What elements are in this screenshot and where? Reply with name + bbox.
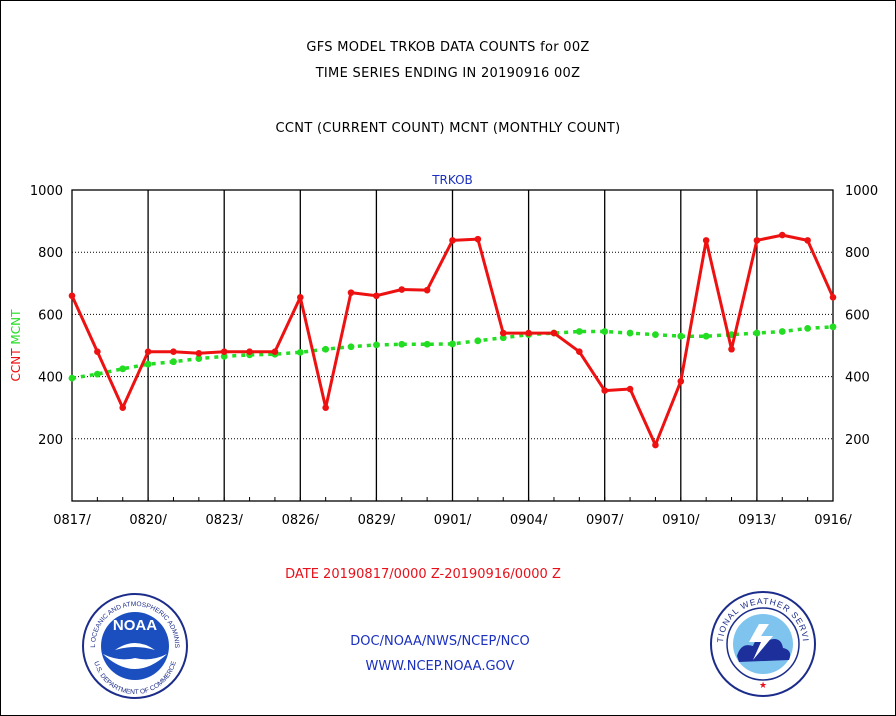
data-point-ccnt xyxy=(449,237,456,244)
chart-title: TRKOB xyxy=(431,173,473,187)
y-tick-label-right: 400 xyxy=(845,371,870,386)
axis-layer xyxy=(71,189,834,502)
data-point-mcnt xyxy=(68,374,76,382)
data-point-ccnt xyxy=(373,292,380,300)
data-point-mcnt xyxy=(144,360,152,368)
data-point-mcnt xyxy=(499,334,507,342)
data-point-ccnt xyxy=(68,292,76,300)
data-point-mcnt xyxy=(373,341,380,349)
label-layer: 200 200 400 400 600 600 800 800 1000 1000 0817/082… xyxy=(9,173,878,528)
data-point-ccnt xyxy=(94,348,101,356)
data-point-ccnt xyxy=(347,289,355,296)
y-tick-label-left: 200 xyxy=(38,433,63,448)
date-range-label: DATE 20190817/0000 Z-20190916/0000 Z xyxy=(285,567,561,582)
data-point-ccnt xyxy=(170,348,177,356)
y-tick-label-left: 800 xyxy=(38,246,63,261)
data-point-ccnt xyxy=(474,235,482,243)
noaa-inner-text: NOAA xyxy=(113,617,157,634)
data-point-mcnt xyxy=(804,324,812,332)
data-point-ccnt xyxy=(297,293,304,301)
data-point-ccnt xyxy=(144,348,152,356)
x-tick-label: 0901/ xyxy=(434,513,472,528)
data-point-ccnt xyxy=(499,329,507,337)
x-tick-label: 0916/ xyxy=(814,513,852,528)
header-legend-line: CCNT (CURRENT COUNT) MCNT (MONTHLY COUNT… xyxy=(275,121,621,136)
data-point-mcnt xyxy=(829,323,837,331)
x-tick-label: 0910/ xyxy=(662,513,700,528)
header-title-line2: TIME SERIES ENDING IN 20190916 00Z xyxy=(315,66,581,81)
nws-star-icon: ★ xyxy=(759,681,767,691)
x-tick-label: 0829/ xyxy=(358,513,396,528)
data-point-mcnt xyxy=(93,370,101,378)
data-point-mcnt xyxy=(398,340,406,348)
data-point-ccnt xyxy=(246,348,253,356)
data-point-mcnt xyxy=(702,332,710,340)
data-point-mcnt xyxy=(652,331,659,339)
data-point-mcnt xyxy=(322,345,330,353)
y-axis-label-ccnt: CCNT xyxy=(9,348,23,382)
data-point-ccnt xyxy=(525,329,532,337)
noaa-logo: NOAA NATIONAL OCEANIC AND ATMOSPHERIC AD… xyxy=(81,592,188,699)
data-point-ccnt xyxy=(271,348,279,356)
y-axis-label: CCNT MCNT xyxy=(9,309,23,382)
data-point-mcnt xyxy=(601,328,609,335)
data-point-ccnt xyxy=(702,237,710,244)
data-point-ccnt xyxy=(119,404,127,412)
data-point-ccnt xyxy=(195,349,203,357)
data-point-mcnt xyxy=(195,355,203,362)
data-point-mcnt xyxy=(423,340,431,348)
data-point-ccnt xyxy=(728,345,735,353)
data-point-mcnt xyxy=(296,348,304,356)
x-tick-label: 0907/ xyxy=(586,513,624,528)
url-link[interactable]: WWW.NCEP.NOAA.GOV xyxy=(365,659,515,674)
x-tick-label: 0823/ xyxy=(205,513,243,528)
x-tick-label: 0913/ xyxy=(738,513,776,528)
y-tick-label-right: 800 xyxy=(845,246,870,261)
y-tick-label-left: 1000 xyxy=(30,184,63,199)
data-point-mcnt xyxy=(677,332,685,340)
data-point-ccnt xyxy=(626,385,634,393)
data-point-mcnt xyxy=(170,358,177,366)
data-point-ccnt xyxy=(398,286,406,293)
y-tick-label-right: 600 xyxy=(845,308,870,323)
data-point-mcnt xyxy=(119,365,127,373)
data-point-ccnt xyxy=(550,329,558,337)
data-point-ccnt xyxy=(220,348,228,356)
data-point-ccnt xyxy=(322,404,329,412)
data-point-mcnt xyxy=(753,329,761,337)
data-point-ccnt xyxy=(576,348,583,356)
data-point-mcnt xyxy=(575,328,583,335)
data-point-ccnt xyxy=(778,231,786,239)
y-tick-label-left: 600 xyxy=(38,308,63,323)
x-tick-label: 0826/ xyxy=(282,513,320,528)
nws-logo: NATIONAL WEATHER SERVICE ★ xyxy=(709,590,816,697)
y-tick-label-left: 400 xyxy=(38,371,63,386)
data-point-mcnt xyxy=(347,343,355,351)
series-layer xyxy=(68,231,837,449)
data-point-ccnt xyxy=(601,387,608,394)
data-point-ccnt xyxy=(677,377,685,385)
x-tick-label: 0904/ xyxy=(510,513,548,528)
data-point-ccnt xyxy=(753,237,761,244)
x-tick-label: 0820/ xyxy=(129,513,167,528)
data-point-ccnt xyxy=(804,237,811,244)
data-point-mcnt xyxy=(778,328,786,335)
y-tick-label-right: 1000 xyxy=(845,184,878,199)
data-point-mcnt xyxy=(474,337,482,345)
data-point-mcnt xyxy=(220,352,228,360)
data-point-mcnt xyxy=(449,340,456,348)
data-point-ccnt xyxy=(829,293,837,301)
x-tick-label: 0817/ xyxy=(53,513,91,528)
y-axis-label-mcnt: MCNT xyxy=(9,309,23,349)
data-point-ccnt xyxy=(423,286,431,294)
header-title-line1: GFS MODEL TRKOB DATA COUNTS for 00Z xyxy=(306,40,590,55)
y-tick-label-right: 200 xyxy=(845,433,870,448)
data-point-mcnt xyxy=(626,329,634,337)
data-point-ccnt xyxy=(652,441,659,449)
org-label: DOC/NOAA/NWS/NCEP/NCO xyxy=(350,634,530,649)
